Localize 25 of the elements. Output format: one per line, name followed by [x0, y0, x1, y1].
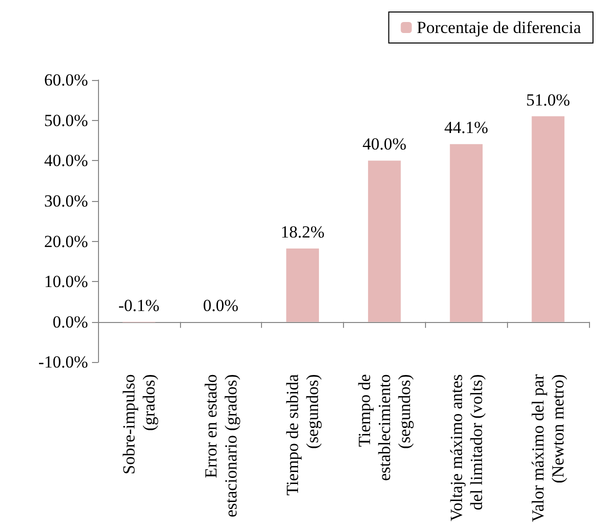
- bar: [286, 248, 319, 322]
- data-label: -0.1%: [118, 296, 160, 315]
- x-tick-label: Voltaje máximo antes del limitador (volts): [446, 374, 486, 522]
- x-tick-label: Tiempo de establecimiento (segundos): [354, 374, 414, 481]
- y-tick-label: 50.0%: [44, 110, 88, 130]
- data-label: 40.0%: [362, 134, 406, 154]
- x-tick-label: Error en estado estacionario (grados): [201, 374, 240, 518]
- x-tick-label: Tiempo de subida (segundos): [283, 374, 322, 496]
- data-label: 44.1%: [444, 118, 488, 138]
- y-tick-label: 60.0%: [44, 70, 88, 90]
- bar: [532, 116, 564, 322]
- data-label: 0.0%: [203, 296, 238, 315]
- y-tick-label: -10.0%: [38, 352, 88, 372]
- y-tick-label: 40.0%: [44, 151, 88, 170]
- y-tick-label: 10.0%: [44, 272, 88, 292]
- y-tick-label: 20.0%: [44, 232, 88, 251]
- x-tick-label: Valor máximo del par (Newton metro): [528, 374, 568, 522]
- x-tick-label: Sobre-impulso (grados): [119, 374, 158, 474]
- bar: [368, 160, 401, 322]
- data-label: 18.2%: [280, 222, 325, 242]
- y-tick-label: 30.0%: [44, 191, 88, 210]
- legend-label: Porcentaje de diferencia: [416, 18, 582, 37]
- y-tick-label: 0.0%: [52, 312, 88, 332]
- bar: [450, 144, 483, 322]
- data-label: 51.0%: [526, 90, 570, 110]
